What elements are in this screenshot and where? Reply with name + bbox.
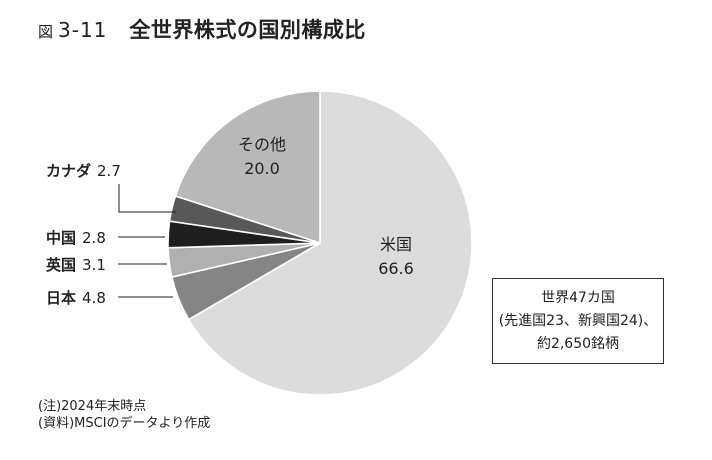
chart-title: 全世界株式の国別構成比 bbox=[129, 18, 366, 42]
leader-line bbox=[118, 184, 176, 213]
note-text: (注)2024年末時点 bbox=[38, 399, 147, 414]
info-line: 世界47カ国 bbox=[541, 289, 615, 306]
pie-slice bbox=[174, 90, 321, 245]
slice-name: カナダ bbox=[46, 162, 91, 180]
pie-slices bbox=[167, 90, 473, 396]
slice-name: 日本 bbox=[46, 289, 76, 307]
slice-value-label: 4.8 bbox=[82, 289, 106, 307]
info-line: 約2,650銘柄 bbox=[536, 335, 620, 352]
figure-number: 3-11 bbox=[58, 18, 108, 42]
source-text: (資料)MSCIのデータより作成 bbox=[38, 416, 211, 431]
pie-slice bbox=[187, 90, 473, 396]
info-box: 世界47カ国 (先進国23、新興国24)、 約2,650銘柄 bbox=[492, 278, 664, 364]
footnotes: (注)2024年末時点 (資料)MSCIのデータより作成 bbox=[38, 398, 210, 432]
slice-value-label: 20.0 bbox=[244, 159, 280, 178]
slice-value-label: 2.8 bbox=[82, 229, 106, 247]
leader-lines bbox=[118, 184, 176, 298]
slice-name: 英国 bbox=[46, 256, 76, 274]
slice-value-label: 3.1 bbox=[82, 256, 106, 274]
slice-value-label: 66.6 bbox=[378, 259, 414, 278]
slice-value-label: 2.7 bbox=[97, 162, 121, 180]
slice-label: 米国 bbox=[380, 235, 412, 254]
pie-chart: 米国 66.6 日本 4.8 英国 3.1 中国 2.8 カナダ 2.7 その他 20.0 bbox=[46, 90, 473, 396]
slice-label: 英国 3.1 bbox=[46, 256, 106, 274]
slice-name: 中国 bbox=[46, 229, 76, 247]
figure-prefix: 図 bbox=[38, 23, 54, 41]
slice-label: カナダ 2.7 bbox=[46, 162, 121, 180]
figure-header: 図 3-11 全世界株式の国別構成比 bbox=[38, 14, 366, 44]
slice-label: 中国 2.8 bbox=[46, 229, 106, 247]
slice-label: その他 bbox=[238, 135, 286, 154]
slice-labels: 米国 66.6 日本 4.8 英国 3.1 中国 2.8 カナダ 2.7 その他 20.0 bbox=[46, 135, 414, 307]
info-line: (先進国23、新興国24)、 bbox=[498, 312, 658, 329]
slice-label: 日本 4.8 bbox=[46, 289, 106, 307]
